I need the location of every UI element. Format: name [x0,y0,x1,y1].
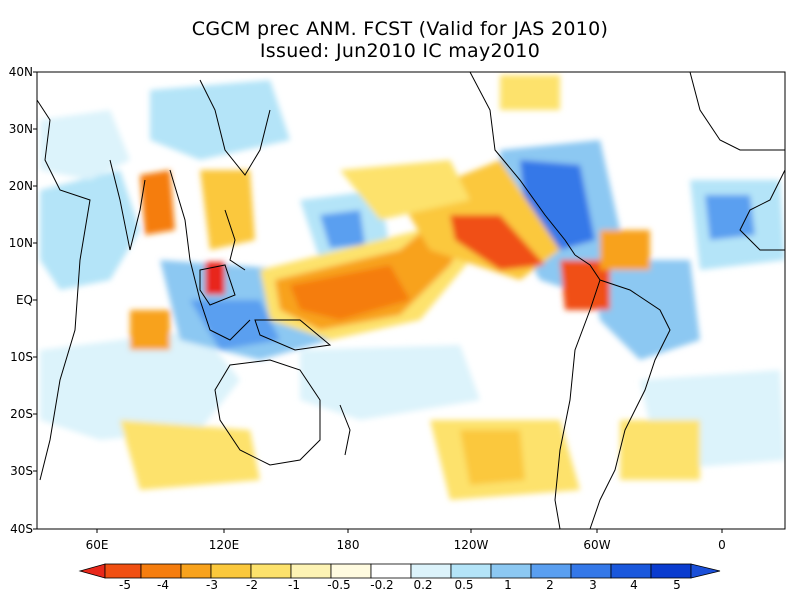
colorbar-label: -5 [119,578,131,592]
colorbar-arrow-left [78,563,106,579]
dry-anomaly-south-america [560,260,610,310]
dry-anomaly-central-pacific-core [290,265,410,320]
dry-anomaly-borneo [205,262,225,295]
colorbar-swatch [410,563,452,579]
colorbar-swatch [570,563,612,579]
coast-india [109,159,146,251]
lat-label: 40N [8,65,33,79]
dry-anomaly-indian-west [130,310,170,350]
wet-anomaly-east-asia [150,80,290,160]
lat-label: 30N [8,122,33,136]
lon-ticks [96,529,723,533]
coast-new-guinea [254,319,332,351]
coast-new-zealand [339,404,351,456]
lat-label: 40S [10,522,33,536]
wet-anomaly-north-africa [40,110,130,180]
coast-south-america-west [554,279,601,529]
wet-anomaly-amazon [590,260,700,360]
colorbar-swatch [530,563,572,579]
lon-label: 120E [208,538,240,552]
dry-anomaly-south-indian [120,420,260,490]
dry-anomaly-central-pacific-north [340,160,470,220]
dry-anomaly-atlantic-north [600,230,650,270]
colorbar-swatch [290,563,332,579]
coast-north-america [469,72,576,256]
colorbar-label: 3 [589,578,597,592]
colorbar-swatch [104,563,142,579]
lon-label: 120W [453,538,489,552]
colorbar-swatch [490,563,532,579]
map-title: CGCM prec ANM. FCST (Valid for JAS 2010) [191,18,609,40]
colorbar [78,563,721,579]
colorbar-label: -4 [157,578,169,592]
lat-label: 10N [8,236,33,250]
lon-label: 0 [718,538,726,552]
coast-west-africa [739,169,785,251]
map-subtitle: Issued: Jun2010 IC may2010 [259,40,541,62]
dry-anomaly-east-pacific-core [450,215,545,270]
wet-anomaly-south-pacific [300,345,480,420]
coast-europe-north-africa [689,72,785,151]
coast-philippines [224,209,246,271]
coast-australia [214,359,321,466]
lon-label: 60W [583,538,611,552]
colorbar-swatch [210,563,252,579]
lat-label: EQ [15,293,33,307]
coast-east-asia [199,79,271,176]
colorbar-label: -0.5 [327,578,351,592]
lon-label: 60E [85,538,109,552]
colorbar-swatch [610,563,652,579]
colorbar-swatch [330,563,372,579]
colorbar-label: 1 [504,578,512,592]
wet-anomaly-atlantic-core [705,195,755,240]
anomaly-field [37,72,785,529]
colorbar-label: 4 [630,578,638,592]
lat-label: 10S [10,350,33,364]
dry-anomaly-bay-of-bengal [140,170,175,235]
coastlines [37,72,785,529]
coast-central-america [574,254,601,281]
colorbar-swatch [140,563,182,579]
coast-south-america-east [589,279,671,529]
colorbar-arrow-right [690,563,721,579]
dry-anomaly-south-atlantic [620,420,700,480]
wet-anomaly-indian-ocean [40,170,140,290]
colorbar-swatch [250,563,292,579]
lat-label: 20N [8,179,33,193]
colorbar-label: 0.5 [454,578,474,592]
dry-anomaly-southeast-pacific-core [460,430,525,485]
colorbar-label: 2 [546,578,554,592]
coast-borneo [199,264,236,306]
colorbar-label: 0.2 [413,578,433,592]
lat-label: 30S [10,464,33,478]
dry-anomaly-south-china-sea [200,170,255,250]
wet-anomaly-caribbean-core [520,160,595,250]
colorbar-swatch [370,563,412,579]
lon-label: 180 [336,538,360,552]
colorbar-label: -0.2 [370,578,394,592]
dry-anomaly-north-pacific [500,75,560,110]
colorbar-swatch [450,563,492,579]
colorbar-label: -3 [206,578,218,592]
coast-southeast-asia [169,169,251,341]
wet-anomaly-maritime-core [190,300,280,350]
wet-anomaly-south-indian [40,330,240,440]
colorbar-label: -1 [288,578,300,592]
colorbar-label: -2 [246,578,258,592]
lat-label: 20S [10,407,33,421]
colorbar-swatch [180,563,212,579]
colorbar-swatch [650,563,692,579]
colorbar-label: 5 [673,578,681,592]
lat-ticks [33,71,37,530]
wet-anomaly-wp-core [320,210,365,248]
coast-africa [37,99,91,481]
